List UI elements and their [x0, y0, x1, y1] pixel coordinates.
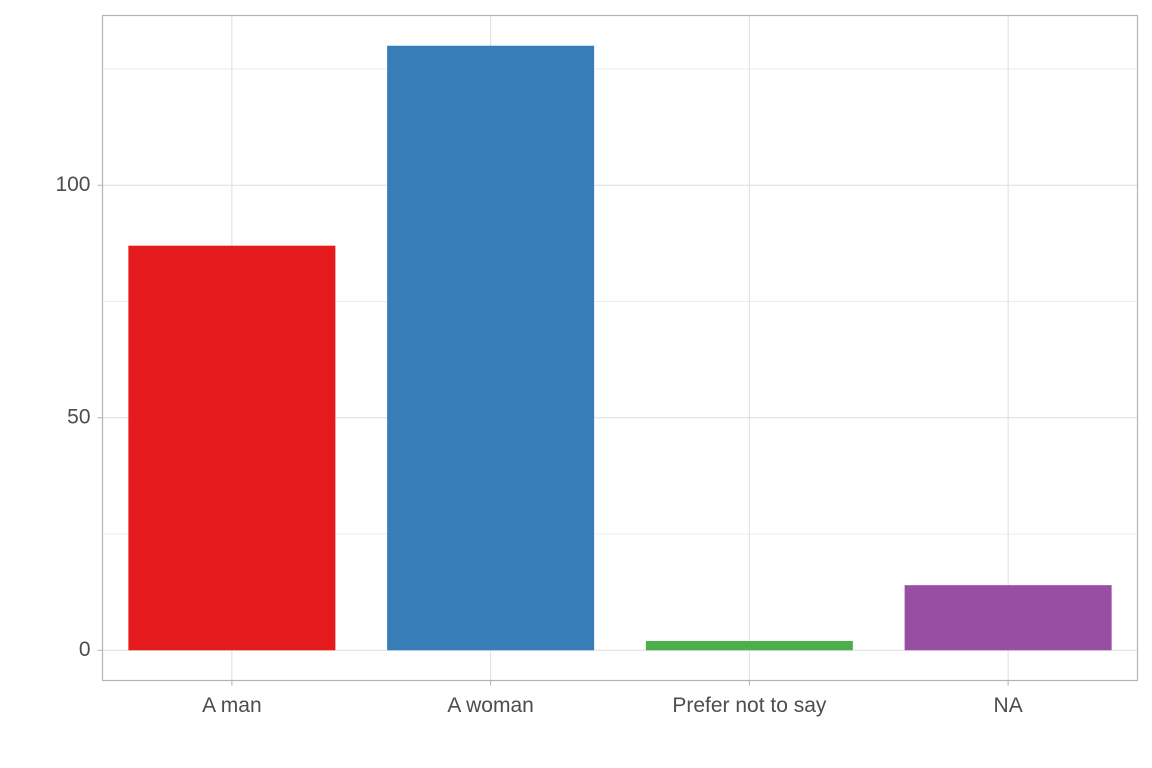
bar	[128, 245, 336, 651]
x-tick-label: A man	[202, 694, 262, 717]
panel-border	[101, 14, 1139, 682]
bar	[904, 585, 1112, 651]
x-tick-label: Prefer not to say	[672, 694, 827, 717]
y-tick-label: 50	[67, 405, 90, 428]
bar-layer	[128, 45, 1112, 651]
y-tick-label: 100	[55, 173, 90, 196]
bar	[645, 640, 853, 651]
x-tick-label: NA	[994, 694, 1023, 717]
x-tick-label: A woman	[447, 694, 533, 717]
bar	[387, 45, 595, 651]
y-tick-label: 0	[79, 638, 91, 661]
label-layer: 0 50 100 A man A woman Prefer not to say NA	[55, 173, 1022, 717]
